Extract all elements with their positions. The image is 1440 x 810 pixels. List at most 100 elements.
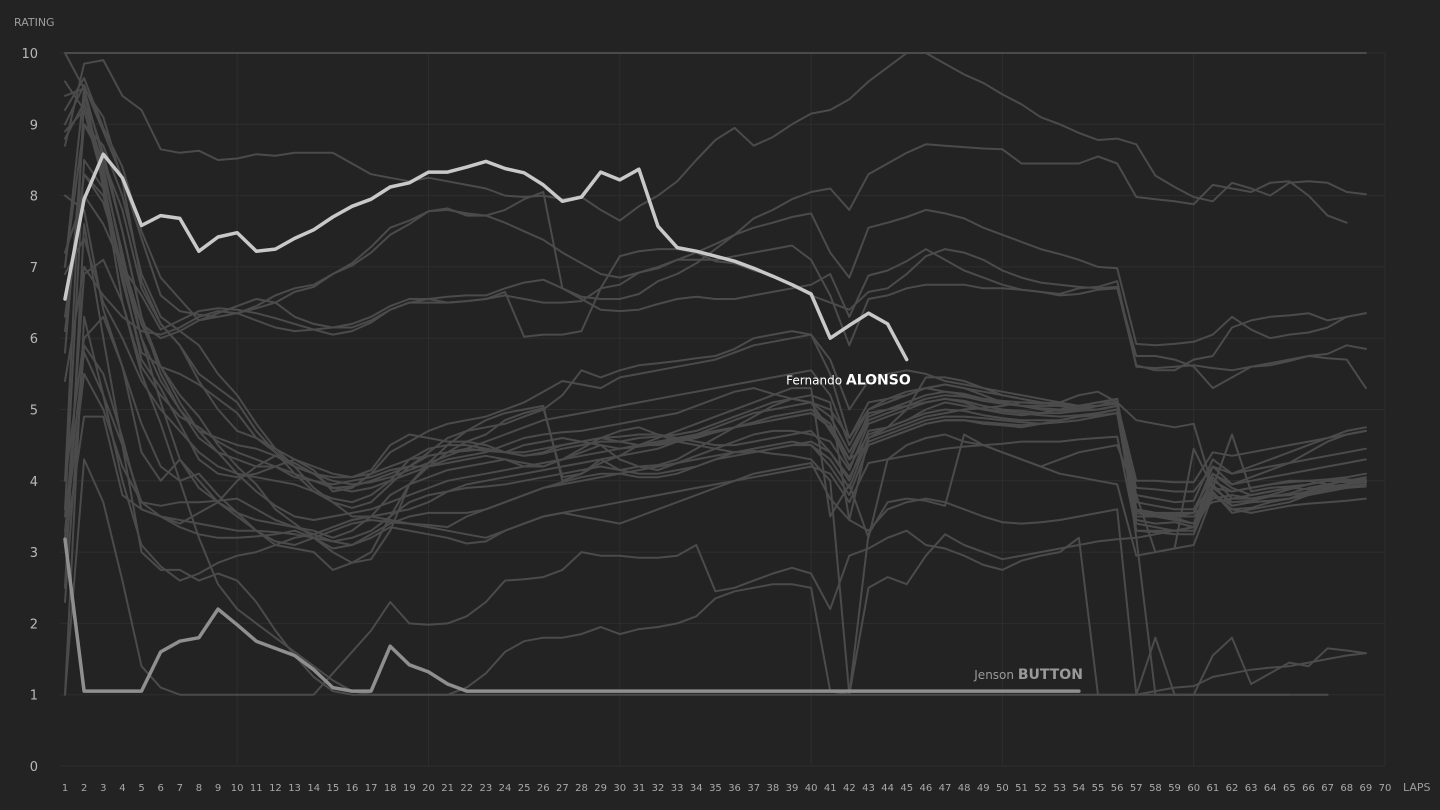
x-tick-label: 27 [556,783,569,794]
driver-line [64,109,1367,571]
x-tick-label: 11 [250,783,263,794]
driver-line [64,159,1367,525]
x-tick-label: 17 [365,783,378,794]
driver-line [64,315,1367,539]
driver-line [64,101,1367,504]
x-tick-label: 42 [843,783,856,794]
x-tick-label: 36 [728,783,741,794]
x-tick-label: 1 [62,783,68,794]
x-gridlines [236,53,1386,766]
driver-line [64,315,1367,696]
x-tick-label: 15 [326,783,339,794]
x-tick-label: 60 [1187,783,1200,794]
driver-line [64,52,1367,222]
x-tick-label: 46 [920,783,933,794]
x-tick-label: 9 [215,783,221,794]
driver-line [64,87,1367,509]
driver-line [64,123,1367,518]
y-tick-label: 5 [30,404,38,419]
driver-line [64,237,1367,525]
x-tick-label: 34 [690,783,703,794]
x-tick-label: 47 [939,783,952,794]
x-tick-label: 33 [671,783,684,794]
button-line [63,537,1081,693]
driver-line [64,84,1367,347]
driver-line [64,458,1291,696]
x-tick-label: 51 [1015,783,1028,794]
alonso-line [63,152,909,362]
x-tick-label: 6 [157,783,163,794]
x-tick-label: 69 [1360,783,1373,794]
driver-line [64,223,1329,696]
y-tick-label: 9 [30,118,38,133]
driver-line [64,173,1367,390]
x-tick-label: 54 [1073,783,1086,794]
y-tick-label: 1 [30,689,38,704]
driver-line [64,248,1367,382]
x-tick-label: 64 [1264,783,1277,794]
driver-line [64,87,1367,564]
y-tick-label: 2 [30,617,38,632]
alonso-first-name: Fernando [786,374,842,388]
driver-line [64,351,1367,543]
x-tick-label: 55 [1092,783,1105,794]
x-tick-label: 24 [499,783,512,794]
x-tick-labels: 1 2 3 4 5 6 7 8 9 10 11 12 13 14 15 16 17 18 19 20 21 22 23 24 2… [62,783,1392,794]
x-tick-label: 22 [460,783,473,794]
x-tick-label: 30 [613,783,626,794]
x-tick-label: 40 [805,783,818,794]
x-tick-label: 68 [1340,783,1353,794]
x-tick-label: 10 [231,783,244,794]
x-tick-label: 37 [747,783,760,794]
alonso-last-name: ALONSO [846,373,911,389]
x-tick-label: 63 [1245,783,1258,794]
driver-line [64,77,1348,322]
y-tick-labels: 0 1 2 3 4 5 6 7 8 9 10 [21,47,38,775]
x-tick-label: 32 [652,783,665,794]
x-tick-label: 13 [288,783,301,794]
x-tick-label: 12 [269,783,282,794]
highlighted-driver-lines [63,152,1081,693]
y-tick-label: 3 [30,546,38,561]
x-tick-label: 49 [977,783,990,794]
x-tick-label: 2 [81,783,87,794]
x-tick-label: 19 [403,783,416,794]
y-tick-label: 0 [30,760,38,775]
x-tick-label: 28 [575,783,588,794]
x-tick-label: 16 [346,783,359,794]
x-tick-label: 5 [138,783,144,794]
x-tick-label: 31 [633,783,646,794]
x-tick-label: 52 [1034,783,1047,794]
driver-line [64,80,1367,516]
x-tick-label: 35 [709,783,722,794]
x-tick-label: 62 [1226,783,1239,794]
x-tick-label: 70 [1379,783,1392,794]
driver-line [64,123,1367,518]
x-tick-label: 25 [518,783,531,794]
driver-line [64,258,1367,696]
x-tick-label: 67 [1321,783,1334,794]
x-tick-label: 8 [196,783,202,794]
x-tick-label: 29 [594,783,607,794]
driver-line [64,173,1367,521]
x-tick-label: 65 [1283,783,1296,794]
x-tick-label: 20 [422,783,435,794]
driver-line [64,194,1367,696]
x-tick-label: 61 [1206,783,1219,794]
x-tick-label: 48 [958,783,971,794]
y-tick-label: 4 [30,475,38,490]
x-tick-label: 23 [480,783,493,794]
driver-line [64,344,1367,603]
y-tick-label: 8 [30,190,38,205]
x-axis-title: LAPS [1403,781,1431,794]
button-first-name: Jenson [973,668,1014,682]
y-tick-label: 6 [30,332,38,347]
x-tick-label: 56 [1111,783,1124,794]
y-tick-label: 7 [30,261,38,276]
x-tick-label: 53 [1053,783,1066,794]
driver-line [64,372,1367,546]
x-tick-label: 44 [881,783,894,794]
x-tick-label: 21 [441,783,454,794]
background-driver-lines [64,52,1367,696]
